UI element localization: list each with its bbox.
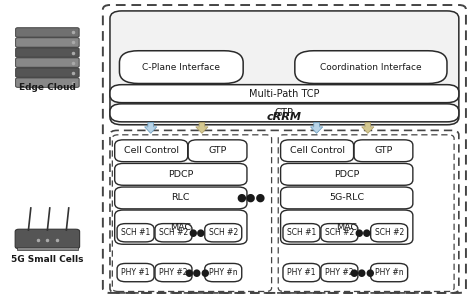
FancyArrow shape bbox=[145, 122, 157, 133]
FancyBboxPatch shape bbox=[321, 263, 358, 282]
Text: GTP: GTP bbox=[275, 108, 294, 118]
FancyBboxPatch shape bbox=[16, 58, 79, 67]
FancyBboxPatch shape bbox=[155, 263, 192, 282]
FancyBboxPatch shape bbox=[110, 11, 459, 125]
Text: MAC: MAC bbox=[170, 223, 191, 232]
Text: RLC: RLC bbox=[172, 194, 190, 202]
FancyArrow shape bbox=[362, 122, 374, 133]
Text: SCH #2: SCH #2 bbox=[325, 228, 354, 237]
Text: Edge Cloud: Edge Cloud bbox=[19, 83, 76, 92]
Text: 5G-RLC: 5G-RLC bbox=[329, 194, 365, 202]
FancyBboxPatch shape bbox=[119, 51, 243, 83]
FancyBboxPatch shape bbox=[117, 224, 154, 242]
FancyBboxPatch shape bbox=[115, 140, 188, 162]
FancyBboxPatch shape bbox=[16, 48, 79, 57]
Bar bbox=[17, 247, 78, 250]
FancyBboxPatch shape bbox=[16, 38, 79, 47]
FancyBboxPatch shape bbox=[15, 229, 80, 249]
FancyArrow shape bbox=[196, 122, 208, 133]
Text: Cell Control: Cell Control bbox=[290, 146, 345, 155]
FancyBboxPatch shape bbox=[354, 140, 413, 162]
Text: MAC: MAC bbox=[336, 223, 357, 232]
FancyBboxPatch shape bbox=[16, 78, 79, 87]
Text: PHY #n: PHY #n bbox=[209, 268, 237, 277]
Text: PDCP: PDCP bbox=[334, 170, 359, 179]
FancyBboxPatch shape bbox=[371, 224, 408, 242]
FancyBboxPatch shape bbox=[155, 224, 192, 242]
Text: PHY #2: PHY #2 bbox=[325, 268, 354, 277]
Text: PHY #2: PHY #2 bbox=[159, 268, 188, 277]
Text: SCH #2: SCH #2 bbox=[374, 228, 404, 237]
Text: PHY #1: PHY #1 bbox=[287, 268, 316, 277]
FancyBboxPatch shape bbox=[110, 104, 459, 122]
FancyBboxPatch shape bbox=[295, 51, 447, 83]
FancyArrow shape bbox=[310, 122, 323, 133]
FancyBboxPatch shape bbox=[110, 85, 459, 103]
Text: SCH #2: SCH #2 bbox=[209, 228, 238, 237]
FancyBboxPatch shape bbox=[115, 187, 247, 209]
Text: SCH #1: SCH #1 bbox=[287, 228, 316, 237]
FancyBboxPatch shape bbox=[16, 68, 79, 77]
FancyBboxPatch shape bbox=[281, 210, 413, 244]
FancyBboxPatch shape bbox=[188, 140, 247, 162]
FancyBboxPatch shape bbox=[281, 163, 413, 185]
Text: ●●: ●● bbox=[354, 228, 371, 238]
FancyBboxPatch shape bbox=[205, 263, 242, 282]
FancyBboxPatch shape bbox=[115, 210, 247, 244]
Text: PHY #n: PHY #n bbox=[375, 268, 403, 277]
FancyBboxPatch shape bbox=[283, 263, 320, 282]
Text: C-Plane Interface: C-Plane Interface bbox=[142, 63, 220, 72]
Text: cRRM: cRRM bbox=[267, 112, 302, 122]
Text: PHY #1: PHY #1 bbox=[121, 268, 150, 277]
Text: PDCP: PDCP bbox=[168, 170, 193, 179]
FancyBboxPatch shape bbox=[205, 224, 242, 242]
Text: GTP: GTP bbox=[209, 146, 227, 155]
FancyBboxPatch shape bbox=[371, 263, 408, 282]
Text: ●●●: ●●● bbox=[184, 268, 210, 278]
FancyBboxPatch shape bbox=[115, 163, 247, 185]
FancyBboxPatch shape bbox=[321, 224, 358, 242]
Text: 5G Small Cells: 5G Small Cells bbox=[11, 255, 83, 264]
FancyBboxPatch shape bbox=[283, 224, 320, 242]
Text: ●●●: ●●● bbox=[350, 268, 375, 278]
FancyBboxPatch shape bbox=[16, 28, 79, 37]
Text: SCH #1: SCH #1 bbox=[121, 228, 150, 237]
Text: GTP: GTP bbox=[374, 146, 392, 155]
Text: Cell Control: Cell Control bbox=[124, 146, 179, 155]
Text: ●●●: ●●● bbox=[237, 193, 266, 203]
FancyBboxPatch shape bbox=[117, 263, 154, 282]
Text: SCH #2: SCH #2 bbox=[159, 228, 188, 237]
FancyBboxPatch shape bbox=[281, 187, 413, 209]
FancyBboxPatch shape bbox=[281, 140, 354, 162]
Text: Multi-Path TCP: Multi-Path TCP bbox=[249, 89, 319, 99]
Text: ●●: ●● bbox=[188, 228, 205, 238]
Text: Coordination Interface: Coordination Interface bbox=[320, 63, 422, 72]
